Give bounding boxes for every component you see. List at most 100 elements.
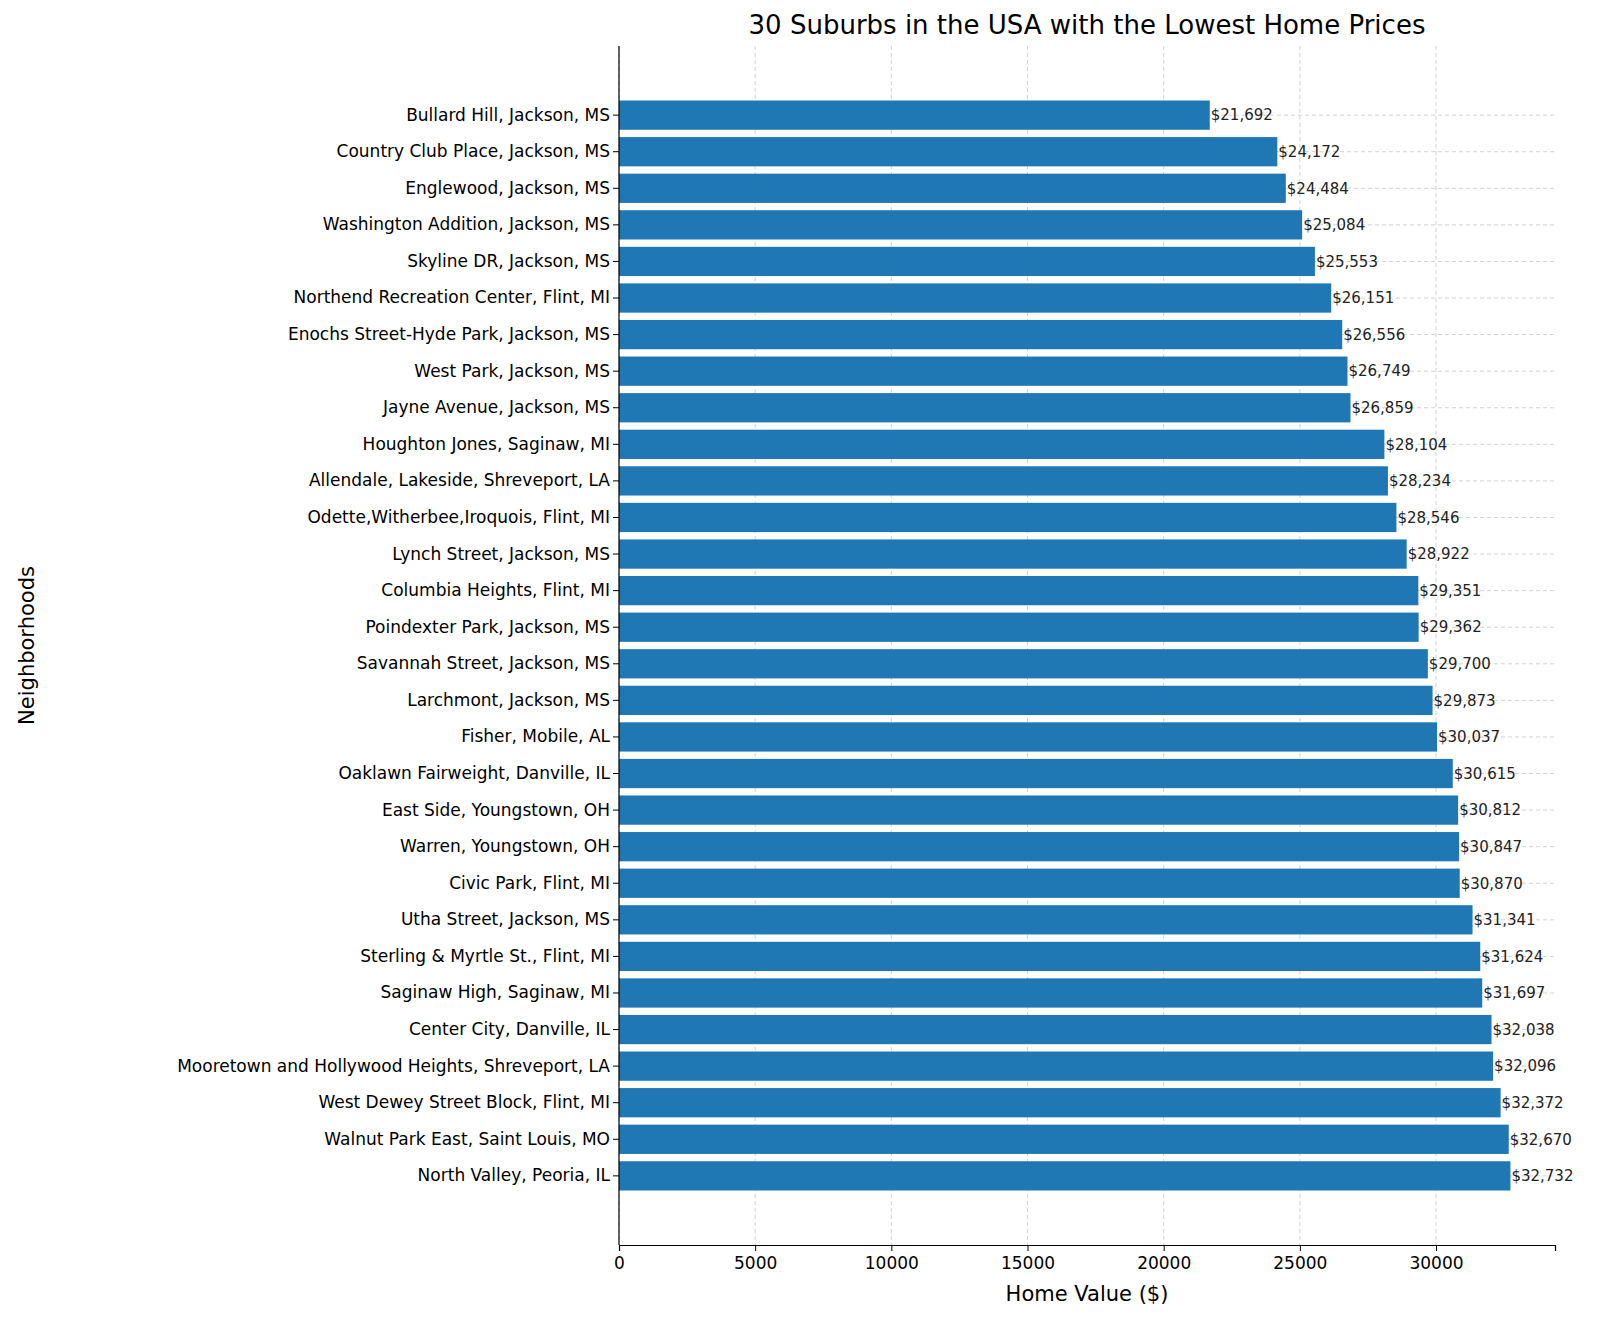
grid-line bbox=[619, 46, 620, 1245]
bar bbox=[619, 1088, 1501, 1117]
data-label: $28,234 bbox=[1389, 472, 1451, 490]
bar bbox=[619, 832, 1459, 861]
y-tick-mark bbox=[613, 151, 619, 152]
y-tick: Poindexter Park, Jackson, MS bbox=[365, 617, 619, 637]
y-tick-mark bbox=[613, 407, 619, 408]
data-label: $30,870 bbox=[1461, 875, 1523, 893]
bar bbox=[619, 1161, 1510, 1190]
y-tick-label: Larchmont, Jackson, MS bbox=[407, 690, 610, 710]
y-tick: Houghton Jones, Saginaw, MI bbox=[363, 434, 619, 454]
bar bbox=[619, 539, 1407, 568]
data-label: $26,859 bbox=[1351, 399, 1413, 417]
y-tick-mark bbox=[613, 115, 619, 116]
x-tick: 10000 bbox=[865, 1245, 919, 1273]
x-axis: 050001000015000200002500030000 bbox=[614, 1245, 1555, 1273]
y-tick: Utha Street, Jackson, MS bbox=[401, 909, 619, 929]
bar bbox=[619, 722, 1437, 751]
x-tick-label: 0 bbox=[614, 1253, 625, 1273]
y-tick-label: Poindexter Park, Jackson, MS bbox=[365, 617, 610, 637]
y-tick-mark bbox=[613, 261, 619, 262]
y-tick-label: Northend Recreation Center, Flint, MI bbox=[294, 287, 610, 307]
data-label: $30,847 bbox=[1460, 838, 1522, 856]
y-tick-mark bbox=[613, 627, 619, 628]
x-tick: 0 bbox=[614, 1245, 625, 1273]
bar bbox=[619, 759, 1453, 788]
y-tick: North Valley, Peoria, IL bbox=[418, 1165, 619, 1185]
data-label: $31,624 bbox=[1481, 948, 1543, 966]
y-tick: Allendale, Lakeside, Shreveport, LA bbox=[309, 470, 619, 490]
y-tick: Mooretown and Hollywood Heights, Shrevep… bbox=[177, 1056, 619, 1076]
data-label: $29,362 bbox=[1420, 618, 1482, 636]
y-tick-label: Englewood, Jackson, MS bbox=[405, 178, 610, 198]
y-tick: East Side, Youngstown, OH bbox=[382, 800, 619, 820]
y-tick-mark bbox=[613, 1029, 619, 1030]
data-label: $28,546 bbox=[1397, 509, 1459, 527]
data-label: $32,038 bbox=[1493, 1021, 1555, 1039]
y-tick-mark bbox=[613, 736, 619, 737]
y-tick-label: Warren, Youngstown, OH bbox=[400, 836, 610, 856]
x-tick: 25000 bbox=[1273, 1245, 1327, 1273]
y-tick-mark bbox=[613, 480, 619, 481]
y-tick-mark bbox=[613, 992, 619, 993]
y-tick: West Dewey Street Block, Flint, MI bbox=[318, 1092, 619, 1112]
data-label: $32,372 bbox=[1502, 1094, 1564, 1112]
title: 30 Suburbs in the USA with the Lowest Ho… bbox=[749, 10, 1426, 40]
x-tick-mark bbox=[1300, 1245, 1301, 1251]
y-tick-mark bbox=[613, 1102, 619, 1103]
y-tick: Center City, Danville, IL bbox=[409, 1019, 619, 1039]
x-axis-title: Home Value ($) bbox=[1006, 1282, 1169, 1306]
x-tick-mark bbox=[1028, 1245, 1029, 1251]
x-tick: 20000 bbox=[1137, 1245, 1191, 1273]
bar bbox=[619, 357, 1347, 386]
data-label: $30,812 bbox=[1459, 801, 1521, 819]
data-label: $25,084 bbox=[1303, 216, 1365, 234]
y-tick-mark bbox=[613, 224, 619, 225]
bar bbox=[619, 466, 1388, 495]
bar bbox=[619, 430, 1384, 459]
y-axis: Bullard Hill, Jackson, MSCountry Club Pl… bbox=[177, 46, 619, 1245]
y-tick: Bullard Hill, Jackson, MS bbox=[406, 105, 619, 125]
y-tick-mark bbox=[613, 846, 619, 847]
bar bbox=[619, 283, 1331, 312]
bar bbox=[619, 503, 1396, 532]
bar bbox=[619, 576, 1418, 605]
y-tick-mark bbox=[613, 298, 619, 299]
y-tick: Enochs Street-Hyde Park, Jackson, MS bbox=[288, 324, 619, 344]
data-label: $28,922 bbox=[1408, 545, 1470, 563]
data-label: $24,484 bbox=[1287, 180, 1349, 198]
y-tick-label: Oaklawn Fairweight, Danville, IL bbox=[338, 763, 610, 783]
y-tick: Oaklawn Fairweight, Danville, IL bbox=[338, 763, 619, 783]
y-tick-mark bbox=[613, 773, 619, 774]
y-tick: Sterling & Myrtle St., Flint, MI bbox=[360, 946, 619, 966]
y-tick: Northend Recreation Center, Flint, MI bbox=[294, 287, 619, 307]
x-tick-label: 10000 bbox=[865, 1253, 919, 1273]
bar bbox=[619, 1015, 1492, 1044]
y-tick-label: Houghton Jones, Saginaw, MI bbox=[363, 434, 610, 454]
data-label: $31,697 bbox=[1483, 984, 1545, 1002]
y-tick-label: West Park, Jackson, MS bbox=[414, 361, 610, 381]
y-tick-label: Savannah Street, Jackson, MS bbox=[357, 653, 610, 673]
y-tick-label: Fisher, Mobile, AL bbox=[461, 726, 610, 746]
x-tick-mark bbox=[1436, 1245, 1437, 1251]
y-tick-label: Saginaw High, Saginaw, MI bbox=[381, 982, 610, 1002]
y-tick: Larchmont, Jackson, MS bbox=[407, 690, 619, 710]
data-label: $28,104 bbox=[1385, 436, 1447, 454]
data-label: $26,749 bbox=[1348, 362, 1410, 380]
y-tick-mark bbox=[613, 883, 619, 884]
y-tick: Jayne Avenue, Jackson, MS bbox=[382, 397, 619, 417]
y-tick-mark bbox=[613, 1139, 619, 1140]
bar bbox=[619, 905, 1473, 934]
y-axis-line bbox=[618, 46, 619, 1245]
y-tick: West Park, Jackson, MS bbox=[414, 361, 619, 381]
y-tick-label: West Dewey Street Block, Flint, MI bbox=[318, 1092, 610, 1112]
y-tick-label: North Valley, Peoria, IL bbox=[418, 1165, 611, 1185]
y-tick: Warren, Youngstown, OH bbox=[400, 836, 619, 856]
data-label: $25,553 bbox=[1316, 253, 1378, 271]
y-tick-mark bbox=[613, 444, 619, 445]
y-tick: Englewood, Jackson, MS bbox=[405, 178, 619, 198]
y-tick-mark bbox=[613, 700, 619, 701]
bar bbox=[619, 1052, 1493, 1081]
x-tick-mark bbox=[755, 1245, 756, 1251]
data-label: $29,873 bbox=[1434, 692, 1496, 710]
y-tick-label: Center City, Danville, IL bbox=[409, 1019, 611, 1039]
